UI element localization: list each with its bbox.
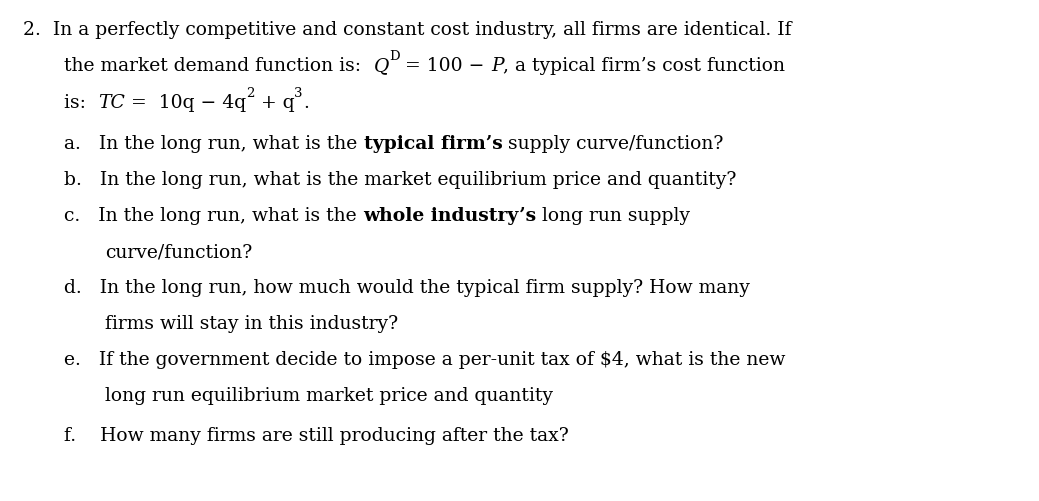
Text: b.   In the long run, what is the market equilibrium price and quantity?: b. In the long run, what is the market e… bbox=[64, 171, 737, 189]
Text: =  10q − 4q: = 10q − 4q bbox=[125, 94, 246, 112]
Text: 2: 2 bbox=[246, 87, 255, 100]
Text: whole industry’s: whole industry’s bbox=[363, 207, 536, 225]
Text: is:: is: bbox=[64, 94, 99, 112]
Text: typical firm’s: typical firm’s bbox=[364, 135, 503, 153]
Text: TC: TC bbox=[99, 94, 125, 112]
Text: Q: Q bbox=[373, 57, 389, 75]
Text: long run equilibrium market price and quantity: long run equilibrium market price and qu… bbox=[105, 387, 553, 405]
Text: e.   If the government decide to impose a per-unit tax of $4, what is the new: e. If the government decide to impose a … bbox=[64, 351, 785, 369]
Text: the market demand function is:: the market demand function is: bbox=[64, 57, 373, 75]
Text: + q: + q bbox=[255, 94, 294, 112]
Text: P: P bbox=[490, 57, 504, 75]
Text: a.   In the long run, what is the: a. In the long run, what is the bbox=[64, 135, 364, 153]
Text: 3: 3 bbox=[294, 87, 302, 100]
Text: D: D bbox=[389, 50, 399, 63]
Text: f.    How many firms are still producing after the tax?: f. How many firms are still producing af… bbox=[64, 427, 569, 445]
Text: c.   In the long run, what is the: c. In the long run, what is the bbox=[64, 207, 363, 225]
Text: , a typical firm’s cost function: , a typical firm’s cost function bbox=[504, 57, 785, 75]
Text: firms will stay in this industry?: firms will stay in this industry? bbox=[105, 315, 398, 333]
Text: 2.  In a perfectly competitive and constant cost industry, all firms are identic: 2. In a perfectly competitive and consta… bbox=[23, 21, 792, 39]
Text: curve/function?: curve/function? bbox=[105, 243, 252, 261]
Text: supply curve/function?: supply curve/function? bbox=[503, 135, 724, 153]
Text: = 100 −: = 100 − bbox=[399, 57, 490, 75]
Text: d.   In the long run, how much would the typical firm supply? How many: d. In the long run, how much would the t… bbox=[64, 279, 750, 297]
Text: .: . bbox=[302, 94, 309, 112]
Text: long run supply: long run supply bbox=[536, 207, 690, 225]
